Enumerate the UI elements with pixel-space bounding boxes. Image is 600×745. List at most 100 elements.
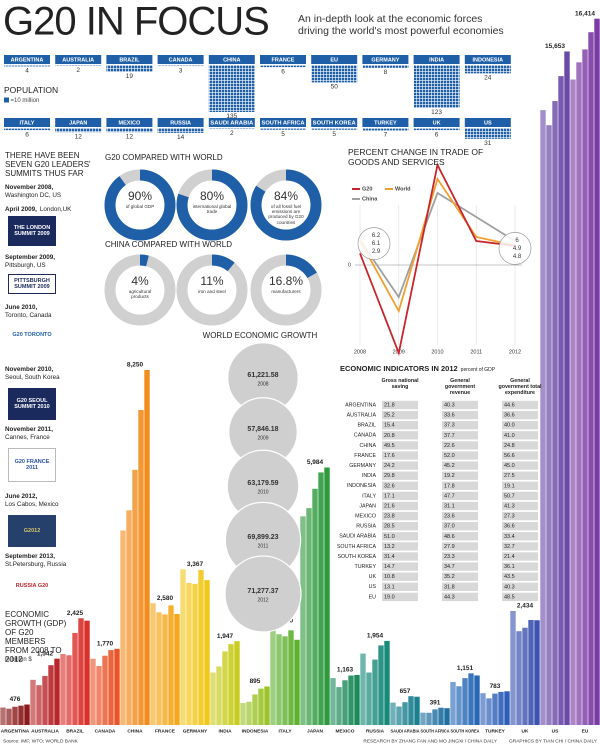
series-line — [359, 176, 516, 314]
bar — [114, 648, 120, 725]
bar — [96, 666, 102, 725]
table-cell — [382, 441, 418, 450]
population-block — [208, 128, 255, 129]
bar — [0, 707, 6, 725]
population-value: 31 — [484, 140, 492, 147]
country-label: ARGENTINA — [11, 57, 44, 63]
summit-place: Washington DC, US — [5, 191, 62, 199]
bar — [462, 678, 468, 725]
point-label: 4.9 — [513, 246, 522, 252]
population-block — [362, 128, 409, 131]
cell-value: 24.8 — [504, 443, 515, 449]
bubble — [224, 555, 302, 633]
table-title: ECONOMIC INDICATORS IN 2012 percent of GD… — [340, 364, 495, 373]
chart-title: PERCENT CHANGE IN TRADE OF GOODS AND SER… — [348, 147, 484, 167]
cell-value: 44.6 — [504, 402, 515, 408]
population-block — [4, 65, 50, 67]
bar — [6, 708, 12, 725]
population-value: 24 — [484, 75, 492, 82]
table-cell — [502, 421, 538, 430]
bubble-value: 57,846.18 — [247, 426, 278, 433]
table-cell — [382, 451, 418, 460]
cell-value: 15.4 — [384, 423, 395, 429]
bar — [486, 698, 492, 725]
bar — [336, 687, 342, 725]
population-value: 2 — [230, 130, 234, 137]
population-value: 12 — [75, 133, 83, 140]
cell-value: 45.2 — [444, 463, 455, 469]
table-cell — [502, 542, 538, 551]
table-cell — [382, 471, 418, 480]
bar-value-label: 391 — [430, 699, 441, 706]
summit-entry: November 2008,Washington DC, US — [5, 184, 77, 199]
country-label: JAPAN — [69, 120, 87, 126]
country-label: CHINA — [223, 57, 240, 63]
country-tab — [157, 55, 204, 64]
country-label: SOUTH KOREA — [313, 120, 356, 126]
table-cell — [442, 441, 478, 450]
cell-value: 56.6 — [504, 453, 515, 459]
bar — [276, 634, 282, 725]
cell-value: 36.1 — [504, 564, 515, 570]
country-label: INDIA — [429, 57, 444, 63]
x-tick-label: EU — [582, 728, 589, 734]
population-value: 19 — [126, 73, 134, 80]
population-block — [311, 128, 358, 130]
row-label: JAPAN — [359, 503, 376, 509]
summit-place: London,UK — [39, 206, 72, 213]
bar-value-label: 1,954 — [367, 633, 384, 640]
population-value: 123 — [431, 109, 442, 116]
row-label: INDIA — [362, 473, 377, 479]
column-header: General government revenue — [444, 378, 476, 396]
section-title: POPULATION — [4, 85, 59, 95]
donut-value: 80% — [200, 189, 224, 203]
bar — [576, 62, 582, 726]
country-tab — [106, 55, 153, 64]
table-cell — [382, 501, 418, 511]
country-tab — [413, 118, 460, 127]
table-cell — [382, 552, 418, 561]
population-value: 5 — [332, 131, 336, 138]
cell-value: 17.6 — [384, 453, 395, 459]
x-tick-label: JAPAN — [307, 728, 323, 734]
summit-logo: G20 FRANCE 2011 — [8, 448, 56, 482]
country-tab — [311, 55, 358, 64]
legend-label: G20 — [362, 186, 372, 192]
cell-value: 50.7 — [504, 493, 515, 499]
bar — [258, 688, 264, 725]
bar — [264, 686, 270, 725]
point-label: 6.1 — [372, 241, 381, 247]
country-label: ITALY — [20, 120, 35, 126]
population-block — [55, 128, 102, 133]
bar — [42, 675, 48, 725]
bar — [450, 681, 456, 725]
population-value: 50 — [331, 84, 339, 91]
table-cell — [442, 522, 478, 531]
x-tick-label: US — [552, 728, 559, 734]
bar — [72, 632, 78, 725]
table-note: percent of GDP — [460, 367, 496, 373]
footer-graphics: GRAPHICS BY TIAN CHI / CHINA DAILY — [509, 738, 598, 744]
point-label: 4.8 — [513, 254, 522, 260]
summits-heading: THERE HAVE BEEN SEVEN G20 LEADERS' SUMMI… — [5, 151, 91, 178]
bar — [558, 76, 564, 725]
column-header: General government total expenditure — [498, 378, 542, 396]
x-tick-label: SOUTH KOREA — [451, 728, 480, 734]
callout-circle — [357, 227, 391, 260]
country-label: FRANCE — [272, 57, 295, 63]
row-label: ITALY — [362, 493, 376, 499]
summit-entry: November 2011,Cannes, France — [5, 426, 77, 441]
bar — [498, 691, 504, 725]
bar — [66, 655, 72, 725]
summit-entry: June 2010,Toronto, Canada — [5, 304, 77, 319]
population-block — [362, 65, 409, 68]
footer-research: RESEARCH BY ZHANG FAN AND MO JINGXI / CH… — [363, 738, 497, 744]
population-block — [106, 128, 153, 133]
bubble-value: 61,221.58 — [247, 372, 278, 379]
bar — [210, 672, 216, 725]
table-cell — [442, 431, 478, 440]
table-cell — [442, 582, 478, 591]
bar — [12, 706, 18, 725]
bar — [240, 703, 246, 725]
bubble-year: 2011 — [258, 543, 269, 549]
